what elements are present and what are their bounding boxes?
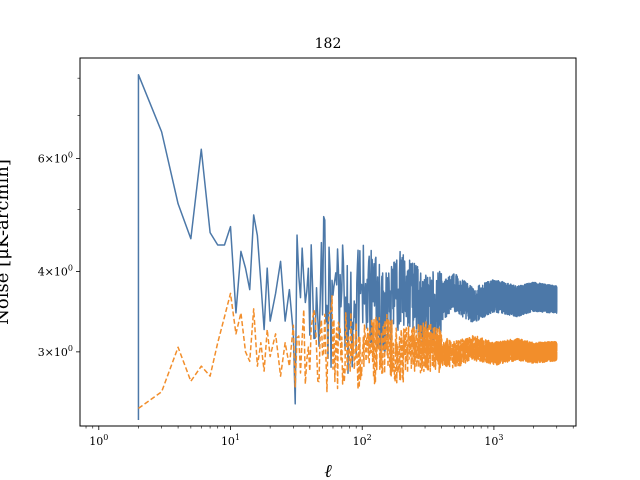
series-layer [137,73,558,420]
y-axis: 3×100 4×100 6×100 [38,77,80,359]
y-tick-label: 3×100 [38,344,73,359]
x-tick-label: 103 [484,433,503,448]
y-tick-label: 4×100 [38,264,73,279]
y-tick-label: 6×100 [38,150,73,165]
chart-title: 182 [315,36,342,52]
plot-area [79,57,577,427]
x-tick-label: 101 [221,433,240,448]
series-line-2 [138,292,558,409]
x-tick-label: 100 [89,433,108,448]
x-axis: 100 101 102 103 [85,426,574,448]
plot-frame [79,57,577,427]
x-axis-title: ℓ [324,461,332,480]
series-line-1 [137,73,558,420]
y-axis-title: Noise [μK-arcmin] [0,159,13,325]
x-tick-label: 102 [353,433,372,448]
